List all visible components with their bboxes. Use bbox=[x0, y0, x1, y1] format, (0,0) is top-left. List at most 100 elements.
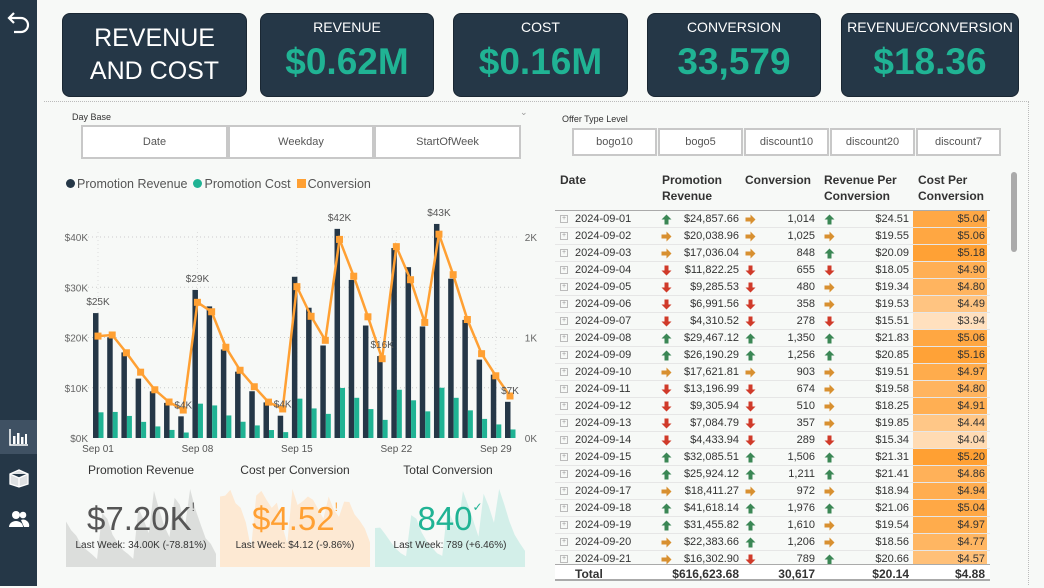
expand-icon[interactable]: + bbox=[560, 419, 568, 427]
column-header-revenue[interactable]: Promotion Revenue bbox=[662, 173, 722, 203]
trend-right-icon bbox=[661, 367, 672, 378]
cost-bar bbox=[169, 429, 175, 438]
table-row[interactable]: +2024-09-10 $17,621.81 903 $19.51 $4.97 bbox=[555, 364, 990, 381]
expand-icon[interactable]: + bbox=[560, 453, 568, 461]
expand-icon[interactable]: + bbox=[560, 283, 568, 291]
cost-bar bbox=[311, 408, 317, 438]
column-header-conversion[interactable]: Conversion bbox=[745, 173, 812, 187]
kpi-value: $0.16M bbox=[478, 41, 603, 82]
conversion-cell: 278 bbox=[796, 315, 815, 327]
trend-right-icon bbox=[745, 214, 756, 225]
legend-item-revenue[interactable]: Promotion Revenue bbox=[66, 177, 187, 191]
table-row[interactable]: +2024-09-14 $4,433.94 289 $15.34 $4.04 bbox=[555, 432, 990, 449]
date-cell: 2024-09-19 bbox=[575, 519, 632, 531]
date-cell: 2024-09-09 bbox=[575, 349, 632, 361]
expand-icon[interactable]: + bbox=[560, 521, 568, 529]
column-header-rpc[interactable]: Revenue Per Conversion bbox=[824, 173, 897, 203]
revenue-bar bbox=[362, 325, 369, 438]
table-row[interactable]: +2024-09-17 $18,411.27 972 $18.94 $4.94 bbox=[555, 483, 990, 500]
day-base-option-startofweek[interactable]: StartOfWeek bbox=[374, 125, 521, 159]
expand-icon[interactable]: + bbox=[560, 249, 568, 257]
table-row[interactable]: +2024-09-09 $26,190.29 1,256 $20.85 $5.16 bbox=[555, 347, 990, 364]
expand-icon[interactable]: + bbox=[560, 215, 568, 223]
revenue-cell: $25,924.12 bbox=[683, 468, 739, 480]
revenue-cell: $26,190.29 bbox=[683, 349, 739, 361]
back-arrow-icon[interactable] bbox=[0, 5, 37, 39]
expand-icon[interactable]: + bbox=[560, 351, 568, 359]
expand-icon[interactable]: + bbox=[560, 555, 568, 563]
conversion-marker bbox=[421, 318, 429, 326]
table-row[interactable]: +2024-09-07 $4,310.52 278 $15.51 $3.94 bbox=[555, 313, 990, 330]
rpc-cell: $19.53 bbox=[875, 298, 909, 310]
trend-down-icon bbox=[745, 401, 756, 412]
offer-type-slicer-title: Offer Type Level bbox=[562, 114, 628, 124]
expand-icon[interactable]: + bbox=[560, 470, 568, 478]
table-row[interactable]: +2024-09-01 $24,857.66 1,014 $24.51 $5.04 bbox=[555, 211, 990, 228]
cpc-cell: $4.97 bbox=[957, 366, 985, 378]
legend-item-cost[interactable]: Promotion Cost bbox=[193, 177, 291, 191]
expand-icon[interactable]: + bbox=[560, 300, 568, 308]
conversion-marker bbox=[407, 276, 415, 284]
table-row[interactable]: +2024-09-20 $22,383.66 1,206 $18.56 $4.77 bbox=[555, 534, 990, 551]
table-row[interactable]: +2024-09-15 $32,085.51 1,506 $21.31 $5.20 bbox=[555, 449, 990, 466]
table-row[interactable]: +2024-09-21 $16,302.90 789 $20.66 $4.57 bbox=[555, 551, 990, 564]
kpi-cpc: $4.52! Last Week: $4.12 (-9.86%) bbox=[220, 482, 370, 567]
revenue-bar bbox=[149, 391, 156, 438]
bar-chart-icon[interactable] bbox=[0, 420, 37, 454]
expand-icon[interactable]: + bbox=[560, 368, 568, 376]
cost-bar bbox=[226, 415, 232, 438]
table-row[interactable]: +2024-09-03 $17,036.04 848 $20.09 $5.18 bbox=[555, 245, 990, 262]
offer-option-discount20[interactable]: discount20 bbox=[830, 128, 915, 156]
conversion-cell: 358 bbox=[796, 298, 815, 310]
cpc-heat-cell bbox=[913, 534, 987, 550]
x-tick-label: Sep 29 bbox=[480, 444, 512, 455]
table-row[interactable]: +2024-09-13 $7,084.79 357 $19.85 $4.44 bbox=[555, 415, 990, 432]
offer-option-bogo10[interactable]: bogo10 bbox=[572, 128, 657, 156]
revenue-bar bbox=[121, 352, 127, 438]
expand-icon[interactable]: + bbox=[560, 385, 568, 393]
expand-icon[interactable]: + bbox=[560, 504, 568, 512]
expand-icon[interactable]: + bbox=[560, 266, 568, 274]
expand-icon[interactable]: + bbox=[560, 538, 568, 546]
expand-icon[interactable]: + bbox=[560, 334, 568, 342]
day-base-option-weekday[interactable]: Weekday bbox=[228, 125, 374, 159]
expand-icon[interactable]: + bbox=[560, 317, 568, 325]
cpc-cell: $4.94 bbox=[957, 485, 985, 497]
column-header-cpc[interactable]: Cost Per Conversion bbox=[918, 173, 985, 203]
legend-item-conversion[interactable]: Conversion bbox=[296, 177, 371, 191]
expand-icon[interactable]: + bbox=[560, 487, 568, 495]
cpc-heat-cell bbox=[913, 551, 987, 564]
offer-option-discount10[interactable]: discount10 bbox=[744, 128, 829, 156]
table-row[interactable]: +2024-09-06 $6,991.56 358 $19.53 $4.49 bbox=[555, 296, 990, 313]
table-row[interactable]: +2024-09-16 $25,924.12 1,211 $21.41 $4.86 bbox=[555, 466, 990, 483]
table-row[interactable]: +2024-09-18 $41,618.14 1,976 $21.06 $5.04 bbox=[555, 500, 990, 517]
kpi-label: CONVERSION bbox=[686, 19, 782, 35]
table-row[interactable]: +2024-09-02 $20,038.96 1,025 $19.55 $5.06 bbox=[555, 228, 990, 245]
offer-option-discount7[interactable]: discount7 bbox=[916, 128, 1001, 156]
column-header-date[interactable]: Date bbox=[560, 173, 587, 187]
revenue-cost-combo-chart: $0K $10K $20K $30K $40K 0K 1K 2K Sep 01 Sep 08 Sep… bbox=[65, 208, 538, 455]
table-row[interactable]: +2024-09-19 $31,455.82 1,610 $19.54 $4.97 bbox=[555, 517, 990, 534]
chevron-down-icon[interactable]: ⌄ bbox=[520, 108, 528, 118]
revenue-bar bbox=[263, 402, 269, 438]
day-base-option-date[interactable]: Date bbox=[81, 125, 228, 159]
expand-icon[interactable]: + bbox=[560, 436, 568, 444]
kpi-conversion: 840✓ Last Week: 789 (+6.46%) bbox=[375, 482, 525, 567]
table-row[interactable]: +2024-09-11 $13,196.99 674 $19.58 $4.80 bbox=[555, 381, 990, 398]
people-icon[interactable] bbox=[0, 502, 37, 536]
expand-icon[interactable]: + bbox=[560, 232, 568, 240]
table-row[interactable]: +2024-09-12 $9,305.94 510 $18.25 $4.91 bbox=[555, 398, 990, 415]
y-tick-label: $0K bbox=[70, 434, 88, 445]
cpc-heat-cell bbox=[913, 211, 987, 227]
trend-up-icon bbox=[661, 333, 672, 344]
table-row[interactable]: +2024-09-05 $9,285.53 480 $19.34 $4.80 bbox=[555, 279, 990, 296]
conversion-cell: 789 bbox=[796, 553, 815, 564]
revenue-cell: $31,455.82 bbox=[683, 519, 739, 531]
box-icon[interactable] bbox=[0, 461, 37, 495]
table-row[interactable]: +2024-09-04 $11,822.25 655 $18.05 $4.90 bbox=[555, 262, 990, 279]
offer-option-bogo5[interactable]: bogo5 bbox=[658, 128, 743, 156]
trend-up-icon bbox=[661, 214, 672, 225]
table-row[interactable]: +2024-09-08 $29,467.12 1,350 $21.83 $5.06 bbox=[555, 330, 990, 347]
table-scrollbar[interactable] bbox=[1011, 172, 1017, 252]
expand-icon[interactable]: + bbox=[560, 402, 568, 410]
